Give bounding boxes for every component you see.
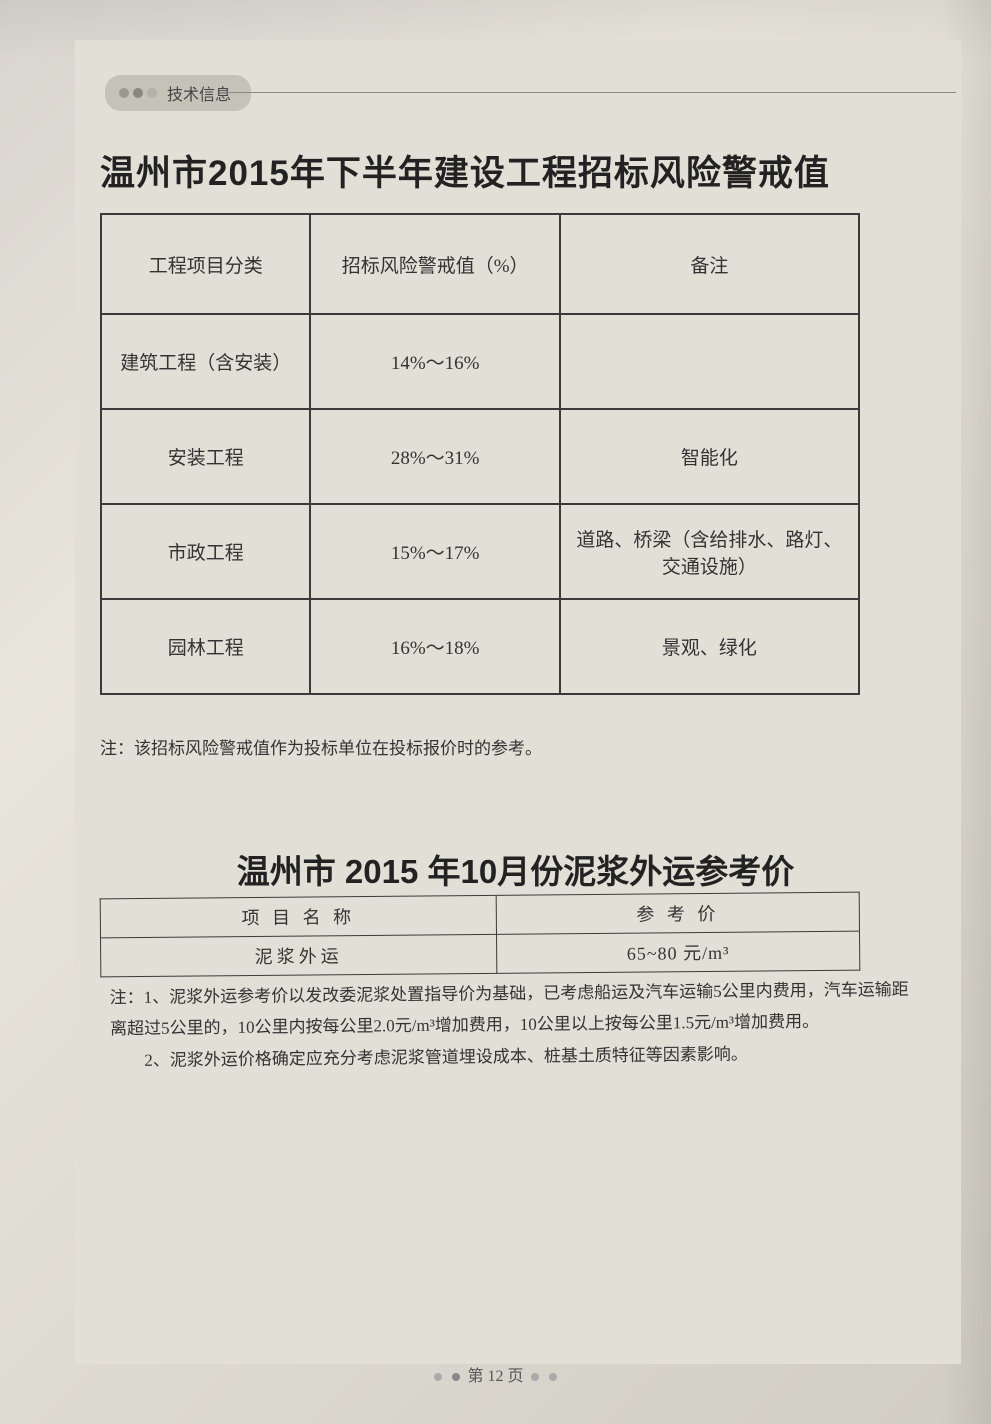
table-header-row: 工程项目分类 招标风险警戒值（%） 备注 — [101, 214, 859, 314]
cell-remark: 道路、桥梁（含给排水、路灯、交通设施） — [560, 504, 859, 599]
table-row: 安装工程 28%～31% 智能化 — [101, 409, 859, 504]
mud-price-table: 项 目 名 称 参 考 价 泥浆外运 65~80 元/m³ — [100, 892, 861, 978]
page-dot-icon — [452, 1373, 460, 1381]
table-row: 建筑工程（含安装） 14%～16% — [101, 314, 859, 409]
cell-name: 泥浆外运 — [101, 934, 497, 976]
cell-value: 14%～16% — [310, 314, 559, 409]
table-row: 泥浆外运 65~80 元/m³ — [101, 931, 860, 977]
cell-remark — [560, 314, 859, 409]
table-header-row: 项 目 名 称 参 考 价 — [100, 892, 859, 938]
cell-category: 市政工程 — [101, 504, 310, 599]
page-dot-icon — [434, 1373, 442, 1381]
page-dot-icon — [549, 1373, 557, 1381]
header-divider — [220, 92, 956, 93]
section2-title: 温州市 2015 年10月份泥浆外运参考价 — [100, 845, 931, 893]
cell-value: 15%～17% — [310, 504, 559, 599]
section1-footnote: 注：该招标风险警戒值作为投标单位在投标报价时的参考。 — [100, 734, 542, 759]
cell-category: 安装工程 — [101, 409, 310, 504]
header-dots-icon — [119, 88, 157, 98]
header-badge-label: 技术信息 — [167, 81, 231, 105]
page-dot-icon — [531, 1373, 539, 1381]
page-number-label: 第 12 页 — [467, 1368, 523, 1385]
col-header-value: 招标风险警戒值（%） — [310, 214, 559, 314]
cell-category: 园林工程 — [101, 599, 310, 694]
page-number: 第 12 页 — [0, 1362, 991, 1386]
cell-remark: 智能化 — [560, 409, 859, 504]
table-row: 市政工程 15%～17% 道路、桥梁（含给排水、路灯、交通设施） — [101, 504, 859, 599]
section2-footnote: 注：1、泥浆外运参考价以发改委泥浆处置指导价为基础，已考虑船运及汽车运输5公里内… — [110, 974, 922, 1077]
risk-table: 工程项目分类 招标风险警戒值（%） 备注 建筑工程（含安装） 14%～16% 安… — [100, 213, 860, 695]
table-row: 园林工程 16%～18% 景观、绿化 — [101, 599, 859, 694]
section1-title: 温州市2015年下半年建设工程招标风险警戒值 — [100, 145, 931, 196]
col-header-name: 项 目 名 称 — [100, 895, 496, 937]
col-header-category: 工程项目分类 — [101, 214, 310, 314]
cell-category: 建筑工程（含安装） — [101, 314, 310, 409]
cell-value: 16%～18% — [310, 599, 559, 694]
cell-remark: 景观、绿化 — [560, 599, 859, 694]
cell-price: 65~80 元/m³ — [496, 931, 859, 973]
cell-value: 28%～31% — [310, 409, 559, 504]
col-header-price: 参 考 价 — [496, 892, 859, 934]
col-header-remark: 备注 — [560, 214, 859, 314]
header-badge: 技术信息 — [105, 75, 251, 111]
